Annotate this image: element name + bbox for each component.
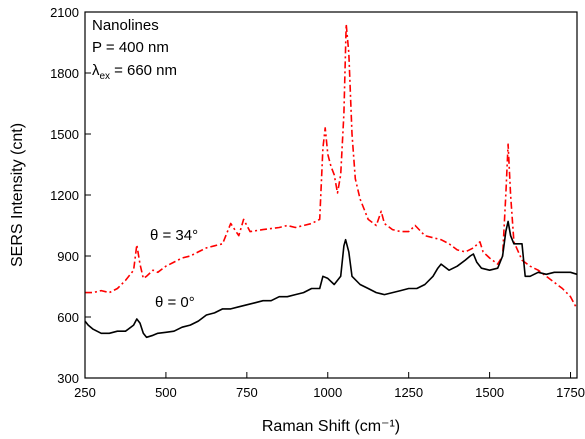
y-tick-label: 2100 <box>50 5 79 20</box>
annotation-symbol: λ <box>92 62 100 79</box>
x-tick-label: 750 <box>236 385 258 400</box>
y-tick-label: 1500 <box>50 127 79 142</box>
series-line <box>84 220 578 339</box>
plot-frame <box>84 11 578 379</box>
y-tick-label: 1200 <box>50 188 79 203</box>
x-tick-label: 1250 <box>394 385 423 400</box>
x-axis-label: Raman Shift (cm⁻¹) <box>262 418 400 435</box>
y-axis-label: SERS Intensity (cnt) <box>9 123 26 267</box>
annotation: P = 400 nm <box>92 39 169 56</box>
y-tick-label: 900 <box>57 249 79 264</box>
y-tick-label: 300 <box>57 371 79 386</box>
series-label: θ = 34° <box>150 227 198 244</box>
y-tick-label: 1800 <box>50 66 79 81</box>
annotation: Nanolines <box>92 17 159 34</box>
annotation: λex = 660 nm <box>92 62 177 82</box>
annotation-text: = 660 nm <box>114 62 177 79</box>
x-tick-label: 250 <box>74 385 96 400</box>
x-tick-label: 1500 <box>475 385 504 400</box>
x-tick-label: 1750 <box>556 385 585 400</box>
series-line <box>85 23 578 310</box>
series-label: θ = 0° <box>155 294 195 311</box>
annotation-subscript: ex <box>100 71 111 82</box>
x-tick-label: 500 <box>155 385 177 400</box>
x-tick-label: 1000 <box>313 385 342 400</box>
y-tick-label: 600 <box>57 310 79 325</box>
